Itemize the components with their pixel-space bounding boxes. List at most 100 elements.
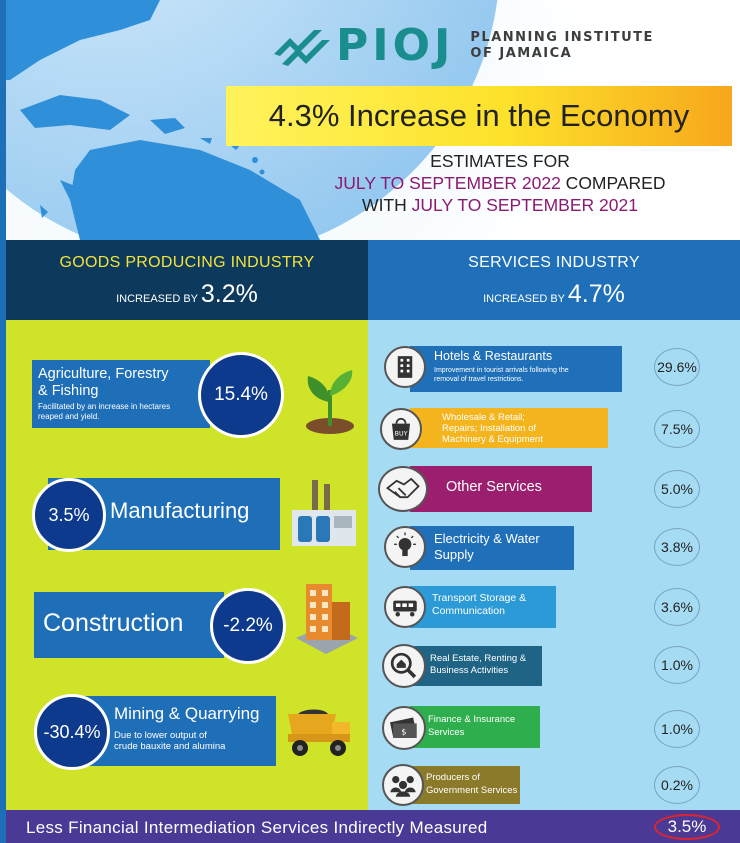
service-other-value: 5.0%: [654, 470, 700, 508]
service-wholesale-value: 7.5%: [654, 410, 700, 448]
service-finance-name-line2: Services: [428, 727, 465, 738]
service-transport-name-line2: Communication: [432, 605, 505, 617]
estimates-caption: ESTIMATES FOR JULY TO SEPTEMBER 2022 COM…: [320, 150, 680, 216]
mining-name: Mining & Quarrying: [114, 704, 260, 723]
with-text: WITH: [362, 195, 412, 215]
service-finance-name-line1: Finance & Insurance: [428, 714, 516, 725]
mining-note-line1: Due to lower output of: [114, 730, 207, 741]
construction-value: -2.2%: [223, 615, 273, 636]
service-real-estate: Real Estate, Renting & Business Activiti…: [410, 646, 542, 686]
service-wholesale-name-line1: Wholesale & Retail;: [442, 412, 525, 423]
agriculture-note: Facilitated by an increase in hectares r…: [38, 402, 170, 422]
service-other-name: Other Services: [446, 479, 542, 495]
service-hotels-note-line2: removal of travel restrictions.: [434, 376, 524, 383]
headline-text: 4.3% Increase in the Economy: [268, 98, 690, 133]
service-wholesale-name-line2: Repairs; Installation of: [442, 423, 536, 434]
money-icon: $: [382, 706, 426, 750]
current-period: JULY TO SEPTEMBER 2022: [334, 173, 561, 193]
service-hotels-note-line1: Improvement in tourist arrivals followin…: [434, 367, 569, 374]
service-finance-name: Finance & Insurance Services: [428, 713, 515, 739]
fisim-label: Less Financial Intermediation Services I…: [26, 818, 488, 837]
service-electricity-name: Electricity & Water Supply: [434, 531, 540, 563]
service-finance-value: 1.0%: [654, 710, 700, 748]
manufacturing-value: 3.5%: [48, 504, 90, 525]
service-transport: Transport Storage & Communication: [410, 586, 556, 628]
construction-value-circle: -2.2%: [210, 588, 286, 664]
people-icon: [382, 764, 424, 806]
service-hotels-note: Improvement in tourist arrivals followin…: [434, 366, 569, 384]
service-wholesale-name: Wholesale & Retail; Repairs; Installatio…: [442, 412, 543, 445]
plant-icon: [306, 370, 354, 434]
service-government-value: 0.2%: [654, 766, 700, 804]
mining-value: -30.4%: [43, 721, 101, 742]
estimates-line2: JULY TO SEPTEMBER 2022 COMPARED: [320, 172, 680, 194]
dump-truck-icon: [288, 709, 350, 756]
left-edge-strip: [0, 0, 6, 843]
service-hotels: Hotels & Restaurants Improvement in tour…: [410, 346, 622, 392]
logo-subtitle: PLANNING INSTITUTE OF JAMAICA: [470, 30, 654, 62]
fisim-bar: Less Financial Intermediation Services I…: [6, 810, 740, 843]
mining-note-line2: crude bauxite and alumina: [114, 741, 226, 752]
pioj-logo: PIOJ PLANNING INSTITUTE OF JAMAICA: [272, 24, 654, 68]
buy-bag-icon: BUY: [380, 408, 422, 450]
construction-name: Construction: [43, 609, 184, 637]
service-real-estate-name-line2: Business Activities: [430, 665, 509, 676]
logo-wordmark: PIOJ: [336, 20, 455, 71]
services-increase: INCREASED BY 4.7%: [368, 280, 740, 309]
pioj-logo-mark-icon: [274, 30, 330, 66]
agriculture-name-line1: Agriculture, Forestry: [38, 366, 169, 382]
services-industry-title: SERVICES INDUSTRY: [468, 254, 640, 271]
goods-increased-by-label: INCREASED BY: [116, 293, 201, 305]
service-government-name-line1: Producers of: [426, 772, 480, 783]
agriculture-value-circle: 15.4%: [198, 352, 284, 438]
goods-industry-title: GOODS PRODUCING INDUSTRY: [59, 254, 315, 271]
services-increase-value: 4.7%: [567, 280, 625, 308]
headline-banner: 4.3% Increase in the Economy: [226, 86, 732, 146]
house-search-icon: [382, 644, 426, 688]
estimates-line1: ESTIMATES FOR: [430, 151, 570, 171]
service-wholesale-name-line3: Machinery & Equipment: [442, 434, 543, 445]
service-wholesale: Wholesale & Retail; Repairs; Installatio…: [410, 408, 608, 448]
estimates-line3: WITH JULY TO SEPTEMBER 2021: [320, 194, 680, 216]
service-hotels-name: Hotels & Restaurants: [434, 349, 553, 363]
fisim-value: 3.5%: [654, 814, 720, 840]
logo-subtitle-line2: OF JAMAICA: [470, 46, 573, 61]
hotel-icon: [384, 346, 426, 388]
logo-subtitle-line1: PLANNING INSTITUTE: [470, 30, 654, 45]
mining-value-circle: -30.4%: [34, 694, 110, 770]
building-icon: [296, 584, 358, 654]
goods-increase-value: 3.2%: [200, 280, 258, 308]
service-hotels-value: 29.6%: [654, 348, 700, 386]
header: PIOJ PLANNING INSTITUTE OF JAMAICA 4.3% …: [0, 0, 740, 240]
service-electricity-name-line1: Electricity & Water: [434, 531, 540, 546]
services-increased-by-label: INCREASED BY: [483, 293, 568, 305]
handshake-icon: [378, 466, 428, 512]
service-real-estate-name: Real Estate, Renting & Business Activiti…: [430, 653, 526, 677]
lightbulb-icon: [384, 526, 426, 568]
service-transport-value: 3.6%: [654, 588, 700, 626]
compared-text: COMPARED: [560, 173, 666, 193]
svg-text:$: $: [401, 726, 406, 736]
service-transport-name-line1: Transport Storage &: [432, 592, 527, 604]
service-real-estate-value: 1.0%: [654, 646, 700, 684]
factory-icon: [292, 480, 356, 546]
previous-period: JULY TO SEPTEMBER 2021: [411, 195, 638, 215]
agriculture-card: Agriculture, Forestry & Fishing Facilita…: [32, 360, 210, 428]
agriculture-note-line1: Facilitated by an increase in hectares: [38, 402, 171, 411]
mining-note: Due to lower output of crude bauxite and…: [114, 730, 225, 752]
agriculture-note-line2: reaped and yield.: [38, 412, 100, 421]
manufacturing-name: Manufacturing: [110, 498, 250, 523]
construction-card: Construction: [34, 592, 224, 658]
agriculture-name: Agriculture, Forestry & Fishing: [38, 366, 169, 400]
service-government: Producers of Government Services: [410, 766, 520, 804]
agriculture-name-line2: & Fishing: [38, 383, 99, 399]
goods-increase: INCREASED BY 3.2%: [6, 280, 368, 309]
manufacturing-value-circle: 3.5%: [32, 478, 106, 552]
service-electricity-value: 3.8%: [654, 528, 700, 566]
agriculture-value: 15.4%: [214, 384, 268, 405]
service-real-estate-name-line1: Real Estate, Renting &: [430, 653, 527, 664]
train-icon: [384, 586, 426, 628]
service-government-name: Producers of Government Services: [426, 771, 517, 797]
svg-text:BUY: BUY: [395, 430, 408, 437]
service-finance: Finance & Insurance Services: [410, 706, 540, 748]
